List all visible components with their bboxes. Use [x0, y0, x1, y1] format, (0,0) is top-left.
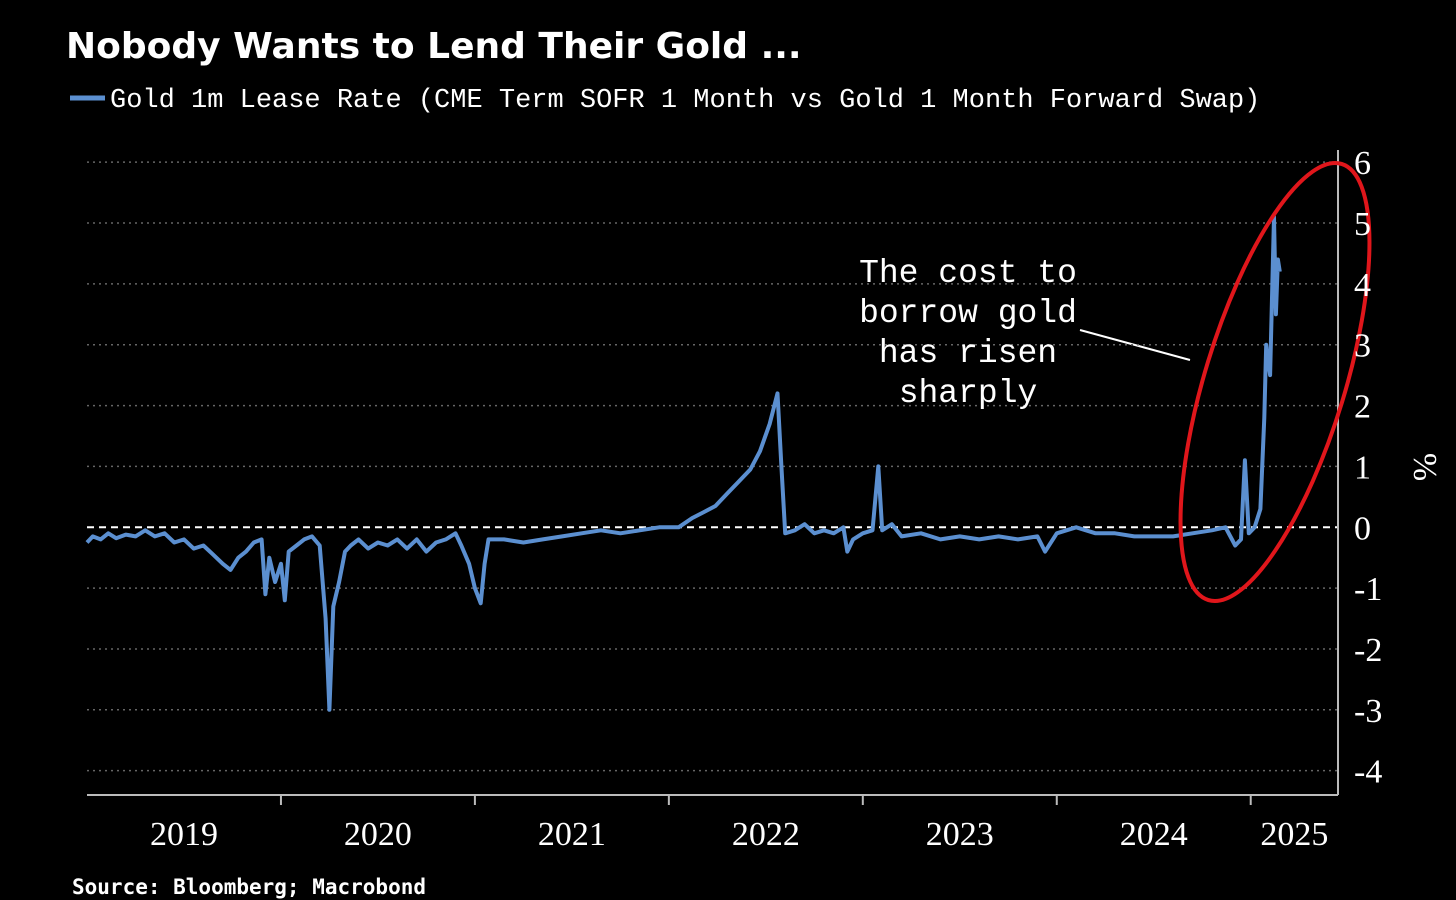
source: Source: Bloomberg; Macrobond [72, 875, 426, 899]
x-tick-label: 2021 [538, 816, 606, 853]
chart-title: Nobody Wants to Lend Their Gold ... [66, 26, 802, 67]
legend-entry: Gold 1m Lease Rate (CME Term SOFR 1 Mont… [110, 86, 1260, 116]
x-tick-label: 2023 [926, 816, 994, 853]
x-tick-label: 2024 [1120, 816, 1188, 853]
y-tick-label: 1 [1354, 449, 1371, 486]
x-tick-label: 2022 [732, 816, 800, 853]
y-axis-label: % [1406, 453, 1443, 481]
annotation: has risen [879, 335, 1057, 372]
y-tick-label: -2 [1354, 632, 1382, 669]
annotation: borrow gold [859, 295, 1077, 332]
y-tick-label: 3 [1354, 328, 1371, 365]
y-tick-label: 4 [1354, 267, 1371, 304]
x-tick-label: 2020 [344, 816, 412, 853]
y-tick-label: -3 [1354, 693, 1382, 730]
y-tick-label: -1 [1354, 571, 1382, 608]
x-tick-label: 2025 [1260, 816, 1328, 853]
x-tick-label: 2019 [150, 816, 218, 853]
annotation-pointer [1079, 329, 1191, 361]
annotation: sharply [899, 375, 1038, 412]
y-tick-label: 6 [1354, 145, 1371, 182]
y-tick-label: 5 [1354, 206, 1371, 243]
highlight-ellipse [1178, 161, 1372, 603]
y-tick-label: 2 [1354, 389, 1371, 426]
y-tick-label: -4 [1354, 754, 1382, 791]
line-series [85, 214, 1282, 712]
annotation: The cost to [859, 255, 1077, 292]
y-tick-label: 0 [1354, 510, 1371, 547]
